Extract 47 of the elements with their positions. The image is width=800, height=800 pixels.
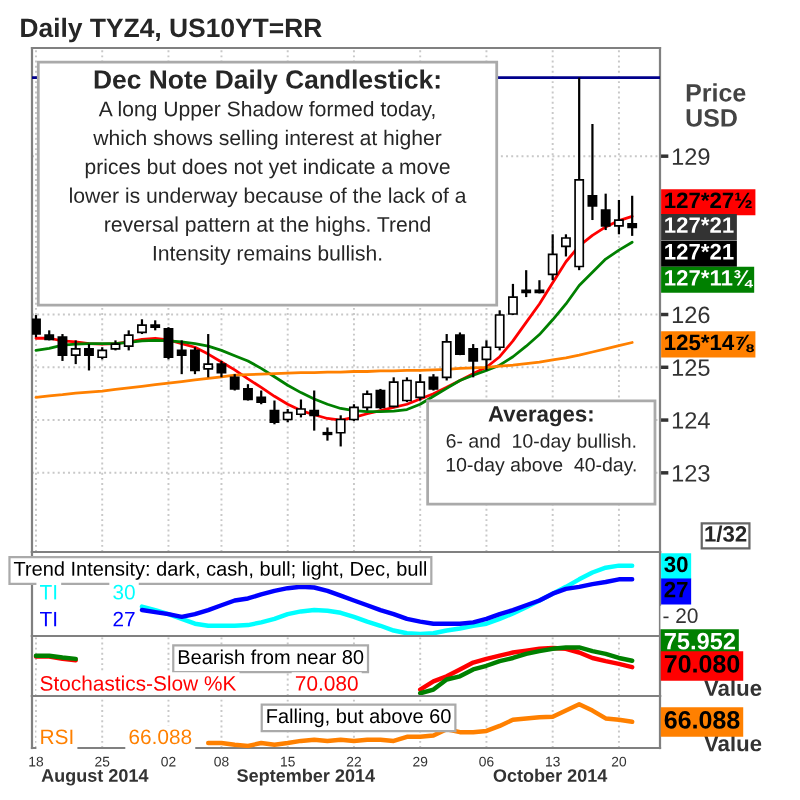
annotation: A long Upper Shadow formed today, which shows selling interest at higher prices but does not yet indicate a move lower is underway because of the lack of a reversal pattern at the highs. Trend Intensity remains bullish.	[70, 100, 467, 265]
y-tick-label: 125	[672, 359, 710, 377]
text: 66.088	[664, 711, 740, 729]
text: Value	[704, 679, 762, 696]
y-tick-label: 124	[672, 412, 710, 429]
candlestick	[375, 387, 386, 411]
text: 27	[664, 581, 688, 598]
text: - 20	[663, 608, 698, 624]
annotation: 70.080	[295, 676, 358, 691]
candlestick	[163, 326, 174, 361]
annotation: Dec Note Daily Candlestick:	[94, 69, 440, 95]
text: 127*21	[665, 217, 734, 233]
annotation: 30	[113, 584, 135, 600]
candlestick	[123, 329, 134, 352]
series-label: Stochastics-Slow %K	[40, 675, 237, 691]
y-axis-title: Price USD	[686, 83, 746, 127]
candlestick	[547, 233, 558, 282]
text: Value	[704, 735, 762, 752]
text: 125*14⅞	[665, 334, 754, 353]
chart-title: Daily TYZ4, US10YT=RR	[21, 17, 322, 43]
text: RSI	[41, 729, 73, 745]
line-series	[34, 341, 634, 399]
y-tick-label: 126	[672, 306, 710, 324]
text: 30	[664, 556, 688, 573]
chart-title: Falling, but above 60	[267, 708, 451, 728]
y-tick-label: 123	[672, 464, 710, 482]
text: 70.080	[664, 655, 740, 673]
text: 75.952	[664, 632, 736, 650]
candlestick	[269, 399, 280, 426]
text: 127*11¾	[665, 270, 754, 288]
candlestick	[322, 426, 333, 442]
text: October 2014	[493, 768, 608, 782]
text: 127*27½	[665, 192, 752, 208]
annotation: 66.088	[129, 729, 192, 745]
y-tick-label: 129	[672, 148, 710, 165]
text: TI	[40, 611, 57, 627]
annotation: Averages:	[488, 406, 593, 427]
text: TI	[40, 585, 57, 600]
candlestick	[57, 332, 68, 363]
text: September 2014	[237, 768, 375, 786]
text: August 2014	[41, 769, 149, 786]
annotation: 6- and 10-day bullish. 10-day above 40-day.	[446, 433, 636, 476]
text: 1/32	[705, 525, 747, 543]
text: 127*21	[665, 243, 734, 260]
annotation: 27	[113, 611, 135, 627]
chart-title: Bearish from near 80	[178, 649, 364, 665]
chart-title: Trend Intensity: dark, cash, bull; light, Dec, bull	[13, 561, 427, 580]
